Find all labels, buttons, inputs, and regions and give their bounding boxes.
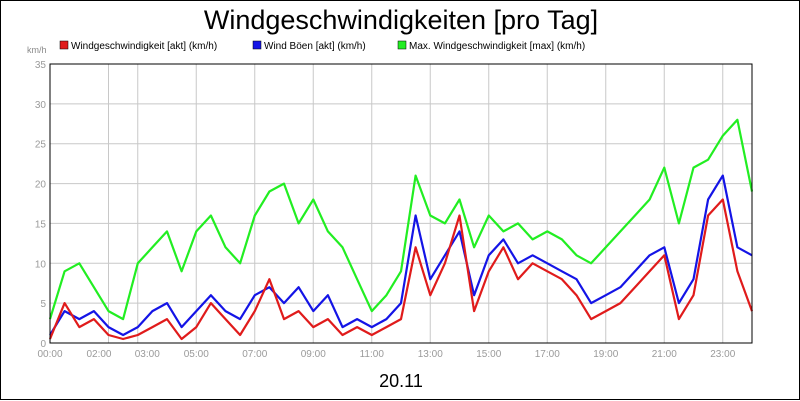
legend-swatch-max-wind (397, 40, 407, 50)
series-line-max-wind (48, 118, 754, 321)
date-label: 20.11 (379, 371, 423, 391)
legend-label-gusts: Wind Böen [akt] (km/h) (264, 41, 366, 52)
y-tick-label: 15 (35, 219, 47, 230)
y-tick-label: 0 (40, 339, 46, 350)
x-tick-label: 19:00 (593, 349, 618, 360)
x-tick-label: 02:00 (86, 349, 111, 360)
legend-swatch-wind-speed (59, 40, 69, 50)
x-tick-label: 21:00 (652, 349, 677, 360)
legend-swatch-gusts (252, 40, 262, 50)
x-tick-label: 07:00 (242, 349, 267, 360)
series-lines (48, 118, 754, 341)
x-tick-label: 11:00 (360, 349, 385, 360)
x-tick-label: 13:00 (418, 349, 443, 360)
x-tick-label: 03:00 (135, 349, 160, 360)
y-tick-label: 5 (40, 299, 46, 310)
legend-label-wind-speed: Windgeschwindigkeit [akt] (km/h) (71, 41, 217, 52)
y-tick-label: 30 (35, 100, 47, 111)
x-axis: 00:00 02:00 03:00 05:00 07:00 09:00 11:00 13:00… (37, 349, 735, 360)
y-tick-label: 10 (35, 259, 47, 270)
legend-label-max-wind: Max. Windgeschwindigkeit [max] (km/h) (409, 41, 585, 52)
x-tick-label: 17:00 (535, 349, 560, 360)
x-tick-label: 23:00 (710, 349, 735, 360)
y-tick-label: 20 (35, 180, 47, 191)
x-tick-label: 00:00 (37, 349, 62, 360)
series-line-gusts (49, 174, 753, 337)
plot-area (49, 63, 753, 344)
series-line-wind-speed (48, 198, 754, 341)
x-tick-label: 05:00 (184, 349, 209, 360)
y-axis: 0 5 10 15 20 25 30 35 (35, 60, 47, 350)
x-tick-label: 15:00 (476, 349, 501, 360)
y-axis-unit: km/h (27, 45, 47, 55)
legend: Windgeschwindigkeit [akt] (km/h) Wind Bö… (59, 40, 585, 52)
y-tick-label: 25 (35, 140, 47, 151)
y-tick-label: 35 (35, 60, 47, 71)
chart-title: Windgeschwindigkeiten [pro Tag] (204, 5, 598, 35)
grid (49, 63, 752, 344)
x-tick-label: 09:00 (301, 349, 326, 360)
